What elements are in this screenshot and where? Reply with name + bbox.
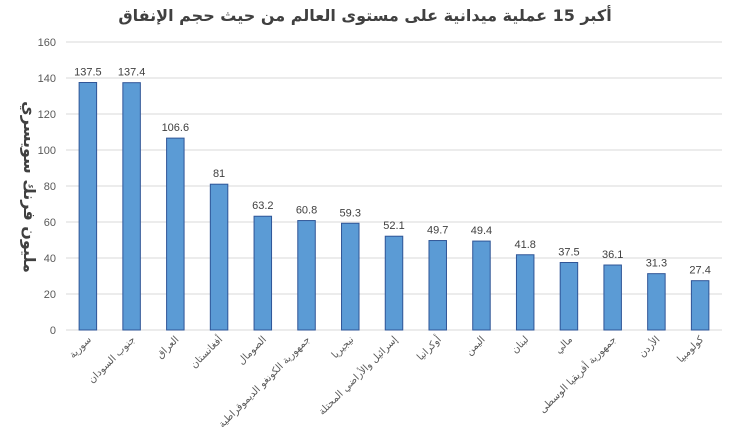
y-tick-label: 140: [38, 73, 56, 85]
y-tick-label: 40: [44, 253, 56, 265]
x-tick-label: أوكرانيا: [414, 333, 444, 363]
y-tick-label: 80: [44, 181, 56, 193]
bar: [647, 273, 666, 331]
data-label: 27.4: [689, 265, 710, 277]
bars: [78, 82, 710, 331]
bar: [428, 240, 447, 331]
data-label: 41.8: [514, 239, 535, 251]
bar: [78, 82, 98, 331]
x-tick-label: أفغانستان: [187, 333, 225, 371]
data-label: 63.2: [252, 200, 273, 212]
bar: [341, 222, 360, 331]
y-tick-labels: 0 20 40 60 80 100 120 140 160: [38, 37, 56, 337]
data-label: 49.7: [427, 225, 448, 237]
bar: [209, 183, 229, 331]
x-tick-label: إسرائيل والأراضي المحتلة: [315, 333, 400, 418]
bar: [515, 254, 535, 331]
chart-title: أكبر 15 عملية ميدانية على مستوى العالم م…: [118, 5, 611, 25]
y-tick-label: 60: [44, 217, 56, 229]
data-label: 106.6: [162, 122, 190, 134]
data-label: 81: [213, 168, 225, 180]
x-tick-label: الصومال: [236, 334, 269, 367]
x-tick-label: جمهورية الكونغو الديموقراطية: [217, 334, 313, 430]
bar: [297, 220, 316, 331]
data-label: 52.1: [383, 220, 404, 232]
y-tick-label: 0: [50, 325, 56, 337]
y-tick-label: 160: [38, 37, 56, 49]
data-label: 59.3: [340, 207, 361, 219]
data-label: 37.5: [558, 247, 579, 259]
data-label: 31.3: [646, 258, 667, 270]
data-label: 137.4: [118, 67, 146, 79]
x-tick-label: جمهورية أفريقيا الوسطى: [536, 333, 619, 416]
x-tick-label: كولومبيا: [675, 334, 706, 365]
bar: [384, 235, 404, 331]
data-label: 49.4: [471, 225, 492, 237]
x-tick-label: لبنان: [510, 334, 532, 356]
x-tick-label: الأردن: [636, 333, 663, 360]
y-tick-label: 100: [38, 145, 56, 157]
bar: [166, 137, 185, 331]
y-tick-label: 120: [38, 109, 56, 121]
bar: [559, 262, 579, 331]
x-tick-label: العراق: [155, 334, 182, 361]
x-tick-label: جنوب السودان: [86, 334, 137, 385]
x-tick-label: نيجيريا: [330, 334, 357, 361]
y-tick-label: 20: [44, 289, 56, 301]
bar: [253, 215, 273, 331]
y-axis-label: مليون فرنك سويسري: [19, 101, 39, 273]
data-label: 60.8: [296, 205, 317, 217]
x-tick-label: سورية: [67, 334, 94, 361]
data-label: 36.1: [602, 249, 623, 261]
data-labels: 137.5 137.4 106.6 81 63.2 60.8 59.3 52.1 49.7 49.…: [74, 67, 711, 277]
bar: [122, 82, 141, 331]
bar: [472, 240, 491, 331]
x-tick-label: مالي: [553, 334, 575, 356]
x-tick-label: اليمن: [464, 334, 488, 358]
bar: [603, 264, 622, 331]
bar: [690, 280, 710, 331]
data-label: 137.5: [74, 67, 102, 79]
